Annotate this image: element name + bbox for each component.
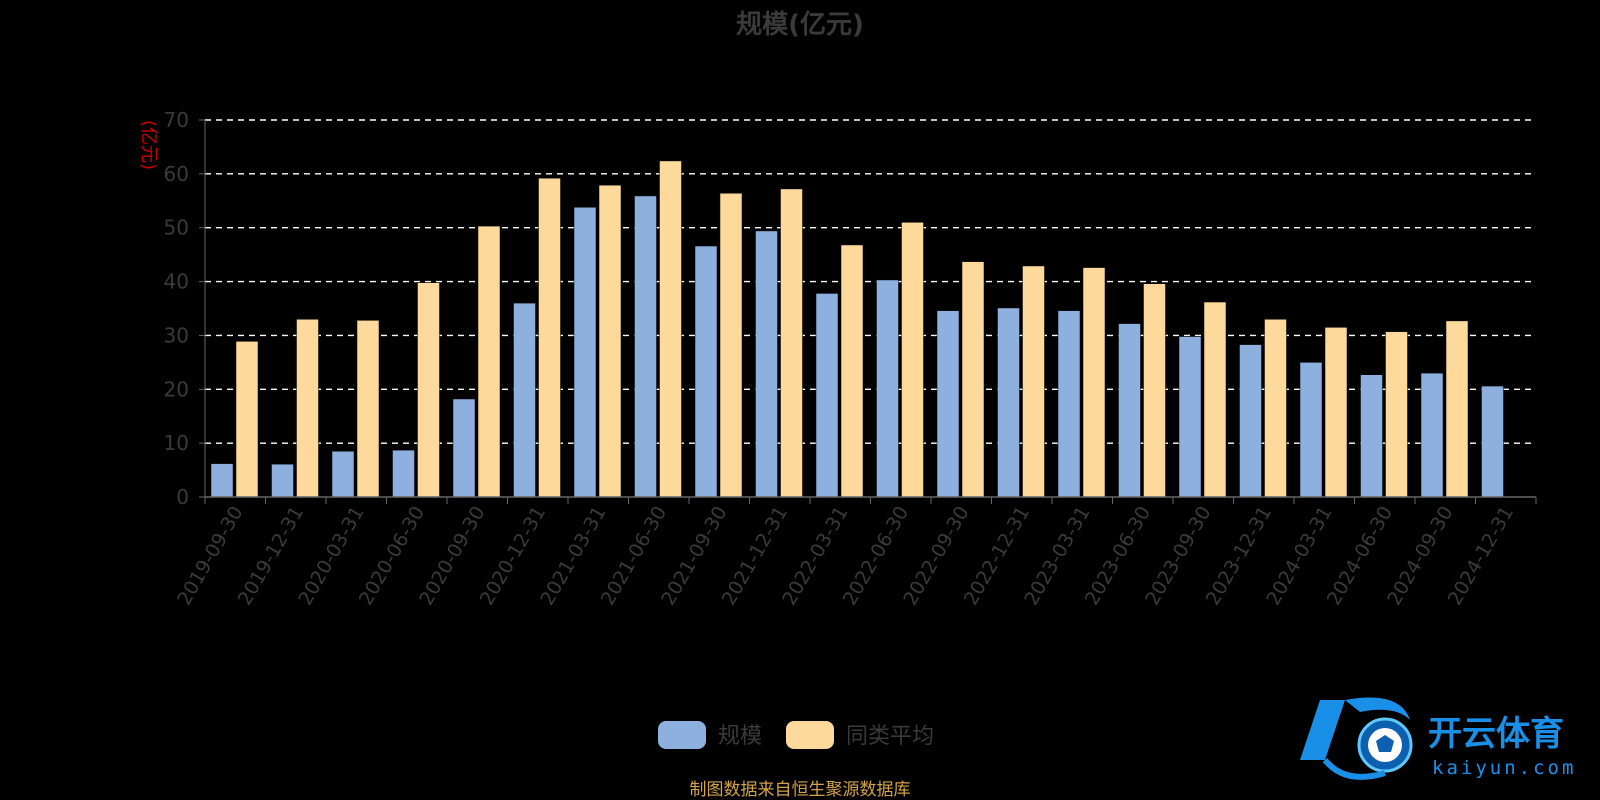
bar-peer-average [477, 225, 501, 498]
bar-peer-average [1324, 327, 1348, 498]
y-tick-label: 60 [164, 162, 189, 186]
bar-peer-average [235, 341, 259, 498]
bar-scale [694, 245, 718, 498]
bar-peer-average [901, 222, 924, 498]
bar-scale [1057, 310, 1081, 498]
y-tick-label: 40 [164, 270, 189, 294]
watermark-brand: 开云体育 [1428, 714, 1564, 754]
bar-scale [271, 463, 294, 498]
bar-peer-average [1385, 331, 1408, 498]
bar-scale [997, 307, 1020, 498]
y-axis-unit-label: (亿元) [138, 120, 159, 170]
bar-peer-average [296, 319, 319, 498]
bar-peer-average [719, 192, 743, 498]
y-tick-label: 10 [164, 431, 189, 455]
bar-scale [755, 230, 778, 498]
bar-peer-average [840, 244, 864, 498]
chart-title: 规模(亿元) [736, 10, 864, 40]
bar-scale [210, 463, 234, 498]
y-tick-label: 70 [164, 108, 189, 132]
y-axis-ticks: 0 10 20 30 40 50 60 70 [164, 108, 206, 509]
bar-peer-average [1203, 301, 1227, 498]
bar-scale [936, 310, 960, 498]
bar-scale [392, 449, 415, 498]
legend-label: 规模 [718, 724, 762, 749]
bar-peer-average [1082, 267, 1106, 498]
legend[interactable]: 规模 同类平均 [658, 721, 934, 749]
bar-peer-average [356, 320, 380, 498]
legend-swatch [786, 721, 834, 749]
bar-peer-average [780, 188, 803, 498]
legend-swatch [658, 721, 706, 749]
legend-label: 同类平均 [846, 724, 934, 749]
bar-peer-average [1022, 265, 1045, 498]
y-tick-label: 20 [164, 377, 189, 401]
x-axis: 2019-09-302019-12-312020-03-312020-06-30… [173, 496, 1537, 610]
bars [210, 160, 1504, 498]
bar-scale [1481, 385, 1504, 498]
legend-item-peer-average[interactable]: 同类平均 [786, 721, 934, 749]
bar-peer-average [417, 282, 440, 498]
bar-scale [513, 302, 536, 498]
bar-scale [876, 279, 899, 498]
bar-peer-average [1264, 319, 1287, 498]
legend-item-scale[interactable]: 规模 [658, 721, 762, 749]
logo-emblem-icon [1300, 697, 1413, 780]
watermark-logo: 开云体育 kaiyun.com [1300, 697, 1576, 780]
bar-scale [634, 195, 657, 498]
watermark-domain: kaiyun.com [1432, 757, 1576, 779]
bar-scale [1360, 374, 1383, 498]
bar-scale [1299, 362, 1323, 498]
x-tick-label: 2024-12-31 [1444, 503, 1518, 610]
y-tick-label: 30 [164, 323, 189, 347]
data-source-note: 制图数据来自恒生聚源数据库 [690, 780, 911, 800]
bar-scale [1420, 372, 1444, 498]
bar-peer-average [961, 261, 985, 498]
bar-scale [331, 450, 355, 498]
y-tick-label: 0 [176, 485, 189, 509]
bar-peer-average [538, 177, 561, 498]
bar-peer-average [659, 160, 682, 498]
bar-scale [1118, 323, 1141, 498]
bar-peer-average [1445, 320, 1469, 498]
bar-peer-average [1143, 283, 1166, 498]
bar-scale [815, 293, 839, 498]
bar-scale [452, 398, 476, 498]
bar-scale [573, 206, 597, 498]
y-tick-label: 50 [164, 216, 189, 240]
bar-scale [1239, 344, 1262, 498]
bar-peer-average [598, 184, 622, 498]
bar-scale [1178, 336, 1202, 498]
